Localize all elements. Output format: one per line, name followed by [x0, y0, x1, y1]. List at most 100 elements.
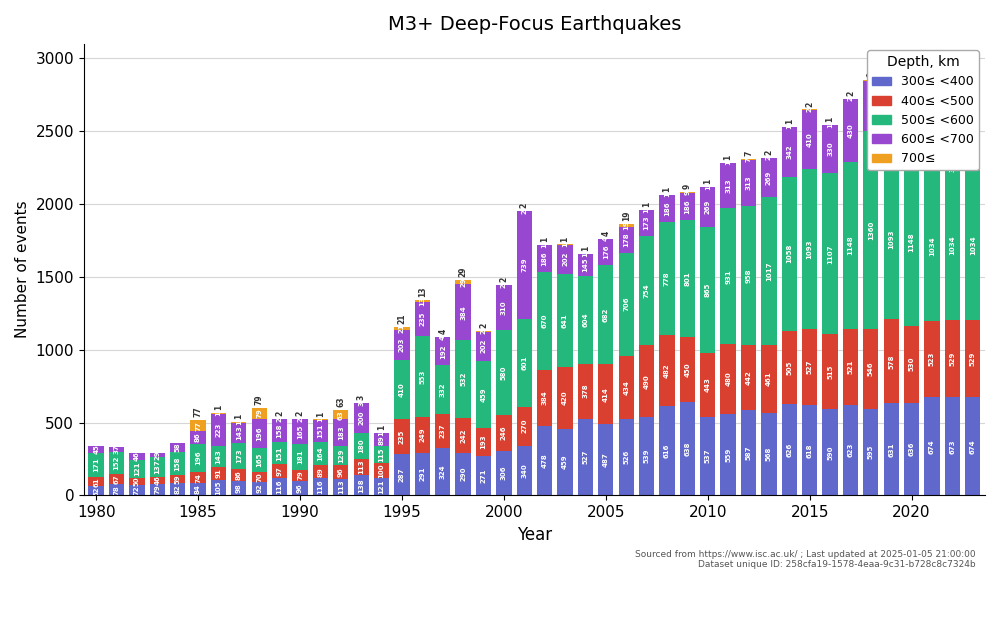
Bar [863, 329, 878, 409]
Bar [211, 446, 226, 467]
Text: 359: 359 [929, 137, 935, 151]
Text: 196: 196 [256, 426, 262, 441]
Bar [292, 481, 308, 496]
Bar [415, 417, 430, 453]
Bar [190, 420, 206, 431]
Text: 2: 2 [805, 101, 814, 106]
Text: 82: 82 [175, 484, 181, 494]
Text: 410: 410 [399, 382, 405, 397]
Text: 618: 618 [807, 443, 813, 458]
Bar [639, 236, 654, 346]
Text: 1: 1 [644, 208, 650, 213]
Text: 173: 173 [236, 449, 242, 463]
Text: 186: 186 [664, 201, 670, 216]
Bar [761, 198, 777, 346]
Text: 1148: 1148 [909, 232, 915, 252]
Text: 324: 324 [440, 464, 446, 479]
Bar [598, 424, 613, 496]
Bar [313, 479, 328, 496]
Text: 70: 70 [256, 472, 262, 482]
Text: 706: 706 [623, 297, 629, 311]
Bar [884, 160, 899, 319]
Bar [965, 139, 980, 169]
Text: 2: 2 [275, 411, 284, 416]
Bar [659, 195, 675, 222]
Bar [639, 211, 654, 236]
Text: 97: 97 [277, 466, 283, 476]
Text: 116: 116 [317, 479, 323, 494]
Text: 158: 158 [175, 456, 181, 471]
Text: 1: 1 [664, 192, 670, 198]
Text: 287: 287 [399, 468, 405, 482]
Text: 1107: 1107 [827, 244, 833, 264]
Bar [924, 113, 940, 118]
Bar [476, 331, 491, 361]
Text: 443: 443 [705, 378, 711, 392]
Bar [252, 482, 267, 496]
Text: 1: 1 [705, 185, 711, 190]
Text: 754: 754 [644, 283, 650, 298]
Bar [354, 432, 369, 459]
Text: 450: 450 [684, 362, 690, 377]
Bar [170, 483, 185, 496]
Text: 181: 181 [297, 449, 303, 464]
Bar [741, 410, 756, 496]
Bar [884, 404, 899, 496]
Text: 1: 1 [562, 242, 568, 247]
Text: 208: 208 [970, 147, 976, 162]
Text: 4: 4 [887, 102, 896, 108]
Text: 1: 1 [826, 117, 835, 122]
Y-axis label: Number of events: Number of events [15, 201, 30, 338]
Text: 2: 2 [277, 417, 283, 421]
Text: 515: 515 [827, 365, 833, 379]
Bar [924, 171, 940, 321]
Text: 203: 203 [399, 338, 405, 352]
Text: 63: 63 [336, 397, 345, 408]
Text: 34: 34 [929, 111, 935, 121]
Text: 21: 21 [397, 314, 406, 324]
Bar [598, 265, 613, 364]
Text: 4: 4 [440, 334, 446, 339]
Bar [782, 127, 797, 176]
Bar [700, 188, 715, 227]
Bar [802, 110, 817, 169]
Text: 958: 958 [746, 269, 752, 283]
Text: 9: 9 [866, 72, 875, 77]
Bar [455, 280, 471, 284]
Bar [190, 431, 206, 444]
Text: 339: 339 [909, 126, 915, 141]
Bar [313, 442, 328, 466]
Text: 86: 86 [236, 470, 242, 479]
Text: 4: 4 [438, 329, 447, 334]
Text: 29: 29 [459, 267, 468, 278]
Text: 116: 116 [277, 479, 283, 494]
Text: 527: 527 [807, 360, 813, 374]
Text: 158: 158 [277, 424, 283, 438]
Bar [904, 109, 919, 158]
Bar [863, 80, 878, 81]
Text: 7: 7 [746, 158, 752, 162]
Text: 310: 310 [501, 301, 507, 315]
Text: 434: 434 [623, 380, 629, 394]
Text: 1058: 1058 [786, 244, 792, 263]
Text: 530: 530 [909, 357, 915, 371]
Text: 151: 151 [317, 423, 323, 438]
Bar [557, 244, 573, 274]
Text: 143: 143 [215, 449, 221, 464]
Text: 587: 587 [746, 446, 752, 460]
Text: 1: 1 [724, 154, 733, 160]
Bar [517, 406, 532, 446]
Bar [129, 453, 145, 460]
Text: 113: 113 [358, 460, 364, 474]
Bar [557, 274, 573, 368]
Bar [150, 477, 165, 484]
Bar [884, 319, 899, 404]
Text: 2: 2 [501, 283, 507, 288]
Bar [476, 428, 491, 456]
Bar [720, 414, 736, 496]
Text: 482: 482 [664, 363, 670, 378]
Bar [374, 434, 389, 446]
Bar [88, 478, 104, 486]
Bar [924, 118, 940, 171]
Text: 67: 67 [114, 474, 120, 484]
